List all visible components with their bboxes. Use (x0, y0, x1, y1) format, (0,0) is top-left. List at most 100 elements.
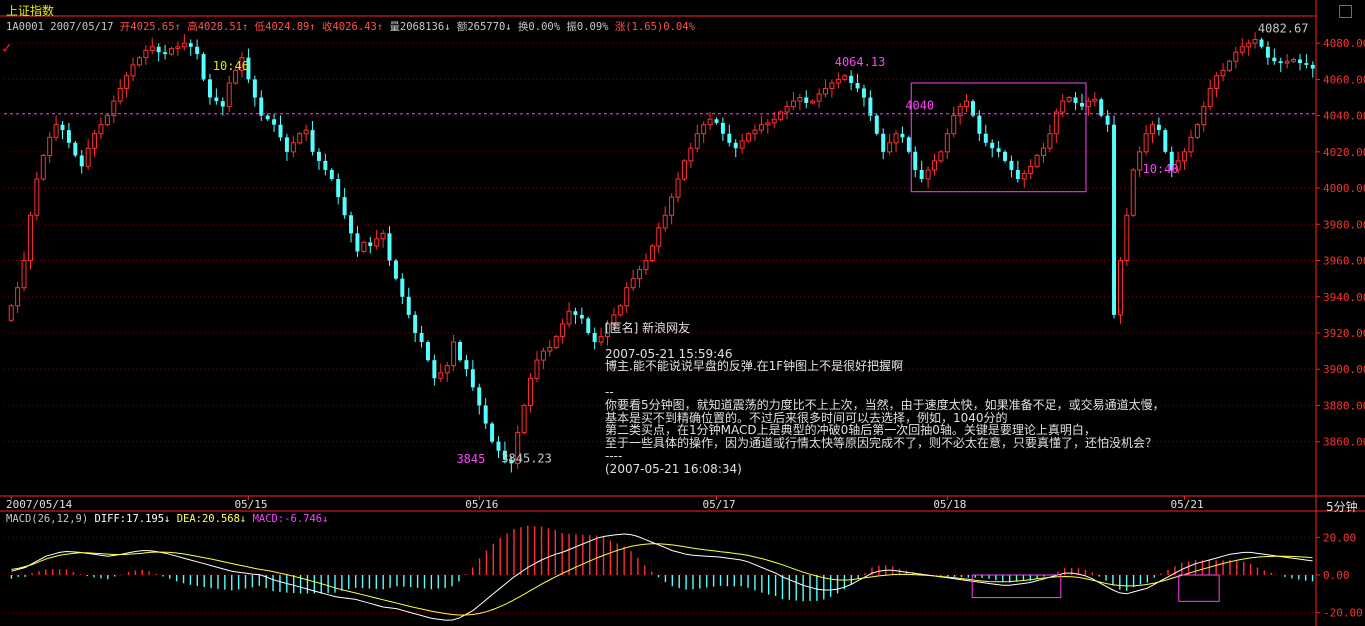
comment-line: (2007-05-21 16:08:34) (605, 461, 742, 476)
candle-body (675, 178, 681, 198)
candle-body (303, 129, 309, 135)
candle-body (104, 115, 110, 126)
price-annotation: 4064.13 (835, 55, 886, 69)
candle-body (15, 287, 21, 307)
candle-body (1304, 63, 1309, 65)
candle-body (874, 115, 879, 134)
candle-body (771, 118, 777, 124)
price-tick-label: 3980.00 (1323, 218, 1365, 231)
candle-body (1278, 61, 1283, 64)
candle-body (1220, 69, 1226, 77)
candle-body (124, 75, 130, 89)
candle-body (361, 241, 367, 252)
comment-line: 2007-05-21 15:59:46 (605, 346, 733, 361)
comment-line: -- (605, 384, 614, 399)
candle-body (996, 148, 1001, 152)
comment-line (605, 373, 1295, 386)
candle-body (47, 136, 53, 156)
candle-body (207, 79, 212, 98)
candle-body (278, 124, 283, 138)
quote-stats-bar: 1A0001 2007/05/17 开4025.65↑ 高4028.51↑ 低4… (6, 19, 695, 34)
index-title: 上证指数 (6, 4, 55, 18)
quote-stat: 振0.09% (566, 21, 609, 33)
candle-body (983, 133, 988, 143)
candle-body (169, 48, 174, 55)
macd-tick-label: 20.00 (1323, 531, 1356, 544)
candle-body (316, 151, 321, 161)
price-tick-label: 3880.00 (1323, 399, 1365, 412)
candle-body (714, 119, 719, 123)
candle-body (560, 323, 566, 338)
candle-body (598, 336, 604, 343)
candle-body (1291, 58, 1297, 62)
candle-body (932, 160, 937, 171)
candle-body (1272, 57, 1277, 62)
period-label[interactable]: 5分钟 (1326, 500, 1358, 514)
candle-body (990, 142, 995, 149)
candle-body (336, 179, 341, 198)
candle-body (540, 350, 546, 361)
candle-body (290, 142, 296, 153)
candle-body (790, 100, 796, 108)
candle-body (957, 106, 963, 117)
candle-body (727, 133, 732, 143)
candle-body (855, 83, 860, 89)
candle-body (913, 151, 918, 170)
candle-body (355, 233, 360, 252)
candle-body (1265, 46, 1270, 58)
candle-body (438, 372, 444, 379)
macd-bars-group (10, 525, 1314, 602)
candle-body (1066, 97, 1072, 102)
candle-body (746, 133, 752, 142)
candle-body (444, 365, 450, 374)
candle-body (1028, 165, 1034, 175)
macd-params: MACD(26,12,9) (6, 513, 89, 525)
candle-body (79, 155, 84, 167)
candle-body (547, 346, 553, 352)
candle-body (784, 106, 790, 113)
candle-body (98, 124, 104, 135)
candle-body (938, 151, 944, 162)
candle-body (1124, 214, 1130, 262)
candle-body (92, 133, 98, 149)
candle-body (649, 245, 655, 262)
candle-body (477, 387, 482, 406)
price-tick-label: 3860.00 (1323, 436, 1365, 449)
candle-body (656, 227, 662, 247)
candle-body (906, 137, 911, 152)
candle-body (1163, 130, 1168, 152)
candle-body (1130, 169, 1136, 216)
candle-body (85, 147, 91, 167)
comment-line: [匿名] 新浪网友 (605, 321, 691, 335)
candle-body (637, 269, 643, 280)
candle-body (8, 305, 14, 321)
candle-body (380, 232, 386, 240)
candle-body (1150, 124, 1155, 135)
candle-body (425, 342, 430, 361)
candle-body (662, 214, 668, 229)
dea-line (11, 543, 1313, 616)
quote-stat: 额265770↓ (456, 21, 512, 33)
candle-body (849, 75, 854, 84)
candle-body (1169, 151, 1174, 170)
candle-body (1105, 115, 1110, 125)
candle-body (406, 296, 411, 315)
candle-body (188, 43, 193, 47)
candle-body (470, 369, 475, 388)
candle-body (944, 133, 950, 153)
candle-body (509, 459, 514, 464)
price-annotation: 4082.67 (1258, 21, 1309, 35)
candle-body (1117, 260, 1123, 316)
candle-body (694, 133, 700, 149)
quote-stat: 高4028.51↑ (187, 21, 249, 33)
candle-body (413, 314, 418, 333)
close-square-icon[interactable] (1339, 5, 1352, 18)
date-tick-label: 05/16 (465, 498, 498, 511)
quote-stat: 低4024.89↑ (254, 21, 316, 33)
index-code: 1A0001 (6, 21, 44, 33)
macd-tick-label: 0.00 (1323, 569, 1350, 582)
candle-body (964, 100, 970, 108)
candle-body (1188, 136, 1194, 153)
